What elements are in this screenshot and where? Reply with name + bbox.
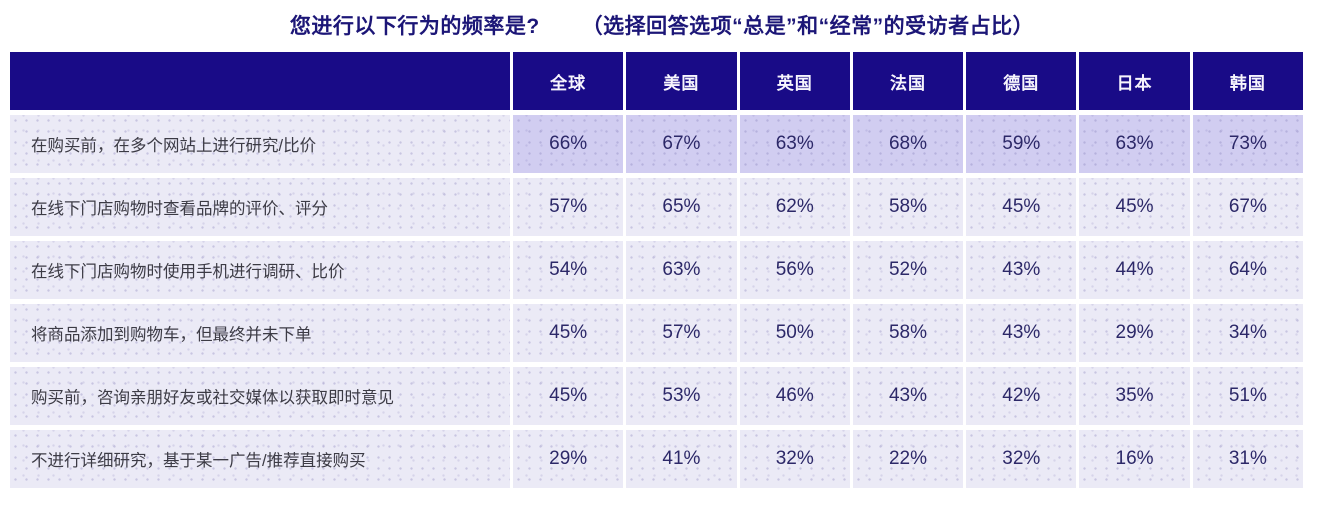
value-cell: 51% [1192,367,1303,425]
value-cell: 22% [852,430,964,488]
value-cell: 32% [966,430,1077,488]
value-cell: 45% [966,178,1077,236]
value-cell: 63% [1079,115,1190,173]
value-cell: 66% [513,115,624,173]
value-cell: 43% [966,304,1077,362]
value-cell: 42% [966,367,1077,425]
value-cell: 58% [852,304,964,362]
value-cell: 32% [739,430,850,488]
column-header: 英国 [739,52,850,110]
row-label: 在购买前，在多个网站上进行研究/比价 [10,115,510,173]
column-header: 韩国 [1192,52,1303,110]
value-cell: 45% [513,304,624,362]
value-cell: 43% [852,367,964,425]
row-label: 在线下门店购物时使用手机进行调研、比价 [10,241,510,299]
column-header: 日本 [1079,52,1190,110]
value-cell: 63% [739,115,850,173]
value-cell: 29% [1079,304,1190,362]
row-label: 不进行详细研究，基于某一广告/推荐直接购买 [10,430,510,488]
value-cell: 29% [513,430,624,488]
row-label: 购买前，咨询亲朋好友或社交媒体以获取即时意见 [10,367,510,425]
page-title-question: 您进行以下行为的频率是? [289,15,540,38]
value-cell: 50% [739,304,850,362]
column-header: 美国 [626,52,737,110]
value-cell: 63% [626,241,737,299]
value-cell: 67% [1192,178,1303,236]
value-cell: 44% [1079,241,1190,299]
column-header: 全球 [513,52,624,110]
value-cell: 64% [1192,241,1303,299]
value-cell: 34% [1192,304,1303,362]
value-cell: 46% [739,367,850,425]
value-cell: 57% [513,178,624,236]
value-cell: 57% [626,304,737,362]
value-cell: 16% [1079,430,1190,488]
value-cell: 43% [966,241,1077,299]
value-cell: 68% [852,115,964,173]
value-cell: 73% [1192,115,1303,173]
value-cell: 45% [1079,178,1190,236]
value-cell: 56% [739,241,850,299]
survey-table: 全球 美国 英国 法国 德国 日本 韩国 在购买前，在多个网站上进行研究/比价 66% 67% 63… [10,52,1303,488]
value-cell: 59% [966,115,1077,173]
value-cell: 54% [513,241,624,299]
column-header: 德国 [966,52,1077,110]
value-cell: 65% [626,178,737,236]
column-header: 法国 [852,52,964,110]
value-cell: 35% [1079,367,1190,425]
value-cell: 52% [852,241,964,299]
value-cell: 31% [1192,430,1303,488]
value-cell: 67% [626,115,737,173]
header-corner-cell [10,52,510,110]
value-cell: 45% [513,367,624,425]
value-cell: 58% [852,178,964,236]
row-label: 将商品添加到购物车，但最终并未下单 [10,304,510,362]
page-title: 您进行以下行为的频率是? （选择回答选项“总是”和“经常”的受访者占比） [0,10,1324,40]
value-cell: 53% [626,367,737,425]
row-label: 在线下门店购物时查看品牌的评价、评分 [10,178,510,236]
value-cell: 41% [626,430,737,488]
page-title-note: （选择回答选项“总是”和“经常”的受访者占比） [581,15,1035,38]
value-cell: 62% [739,178,850,236]
